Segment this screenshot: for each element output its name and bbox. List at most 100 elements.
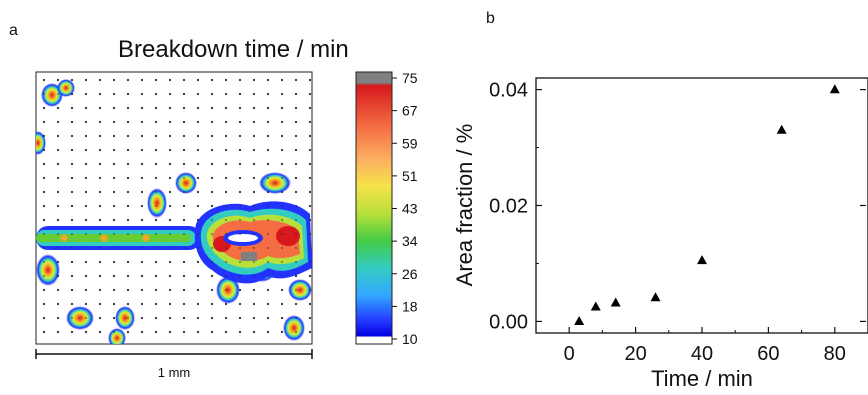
y-tick-label: 0.02: [489, 196, 528, 218]
grid-dot: [43, 331, 45, 333]
grid-dot: [281, 233, 283, 235]
grid-dot: [155, 303, 157, 305]
grid-dot: [169, 247, 171, 249]
grid-dot: [239, 205, 241, 207]
grid-dot: [113, 163, 115, 165]
grid-dot: [113, 177, 115, 179]
grid-dot: [183, 79, 185, 81]
grid-dot: [267, 261, 269, 263]
breakdown-region: [288, 279, 312, 301]
grid-dot: [169, 261, 171, 263]
grid-dot: [57, 107, 59, 109]
grid-dot: [127, 149, 129, 151]
breakdown-region: [36, 131, 46, 155]
grid-dot: [99, 261, 101, 263]
grid-dot: [197, 219, 199, 221]
grid-dot: [85, 107, 87, 109]
colorbar-tick-label: 67: [402, 103, 418, 119]
grid-dot: [225, 177, 227, 179]
grid-dot: [225, 191, 227, 193]
grid-dot: [239, 233, 241, 235]
grid-dot: [57, 331, 59, 333]
grid-dot: [239, 79, 241, 81]
grid-dot: [225, 261, 227, 263]
grid-dot: [211, 177, 213, 179]
grid-dot: [113, 233, 115, 235]
grid-dot: [127, 93, 129, 95]
grid-dot: [211, 261, 213, 263]
scale-bar: 1 mm: [35, 349, 313, 380]
grid-dot: [155, 93, 157, 95]
grid-dot: [253, 233, 255, 235]
grid-dot: [267, 93, 269, 95]
colorbar-tick-label: 26: [402, 266, 418, 282]
x-tick-label: 60: [757, 343, 779, 365]
grid-dot: [141, 205, 143, 207]
grid-dot: [225, 247, 227, 249]
grid-dot: [267, 331, 269, 333]
grid-dot: [281, 303, 283, 305]
grid-dot: [57, 79, 59, 81]
grid-dot: [57, 261, 59, 263]
grid-dot: [267, 121, 269, 123]
grid-dot: [43, 233, 45, 235]
grid-dot: [183, 289, 185, 291]
grid-dot: [71, 303, 73, 305]
grid-dot: [183, 163, 185, 165]
grid-dot: [253, 191, 255, 193]
breakdown-region: [147, 188, 167, 218]
grid-dot: [141, 93, 143, 95]
grid-dot: [141, 219, 143, 221]
grid-dot: [169, 331, 171, 333]
grid-dot: [239, 191, 241, 193]
grid-dot: [183, 331, 185, 333]
grid-dot: [267, 107, 269, 109]
grid-dot: [225, 205, 227, 207]
grid-dot: [57, 317, 59, 319]
grid-dot: [155, 177, 157, 179]
grid-dot: [99, 303, 101, 305]
grid-dot: [267, 303, 269, 305]
grid-dot: [169, 205, 171, 207]
plot-frame: [535, 77, 868, 334]
grid-dot: [127, 331, 129, 333]
grid-dot: [197, 177, 199, 179]
grid-dot: [169, 289, 171, 291]
grid-dot: [197, 149, 199, 151]
grid-dot: [309, 331, 311, 333]
grid-dot: [239, 219, 241, 221]
grid-dot: [183, 177, 185, 179]
grid-dot: [43, 261, 45, 263]
grid-dot: [71, 135, 73, 137]
grid-dot: [211, 331, 213, 333]
grid-dot: [281, 331, 283, 333]
grid-dot: [239, 177, 241, 179]
grid-dot: [155, 79, 157, 81]
grid-dot: [71, 317, 73, 319]
grid-dot: [309, 191, 311, 193]
grid-dot: [211, 205, 213, 207]
x-tick-label: 0: [564, 343, 575, 365]
grid-dot: [141, 107, 143, 109]
x-tick-label: 80: [824, 343, 846, 365]
grid-dot: [43, 317, 45, 319]
grid-dot: [169, 107, 171, 109]
grid-dot: [43, 163, 45, 165]
grid-dot: [197, 135, 199, 137]
grid-dot: [253, 135, 255, 137]
grid-dot: [71, 219, 73, 221]
grid-dot: [85, 205, 87, 207]
grid-dot: [267, 219, 269, 221]
grid-dot: [169, 135, 171, 137]
grid-dot: [141, 191, 143, 193]
grid-dot: [295, 135, 297, 137]
grid-dot: [113, 93, 115, 95]
grid-dot: [197, 233, 199, 235]
grid-dot: [99, 177, 101, 179]
grid-dot: [197, 317, 199, 319]
grid-dot: [253, 219, 255, 221]
grid-dot: [295, 205, 297, 207]
grid-dot: [211, 233, 213, 235]
grid-dot: [253, 303, 255, 305]
grid-dot: [267, 247, 269, 249]
